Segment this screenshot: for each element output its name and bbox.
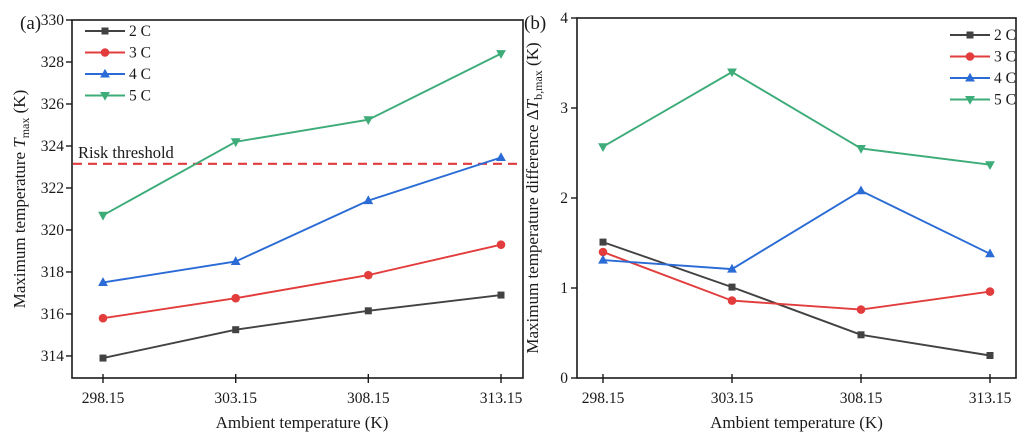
y-tick-label: 322 [41, 180, 64, 197]
series-line-2-c [102, 294, 502, 359]
series-marker [496, 240, 506, 249]
series-marker [856, 185, 866, 195]
series-marker [728, 283, 736, 291]
series-marker [230, 138, 241, 148]
y-axis-title: Maximum temperature Tmax (K) [10, 90, 32, 309]
triangle-down-icon [100, 92, 110, 101]
legend-label: 2 C [129, 23, 151, 40]
series-marker [727, 68, 737, 78]
series-marker [727, 296, 737, 305]
panel-b: 0 1 2 3 4 298.15 303.15 308.15 313.15 Ambient tem… [523, 10, 1017, 432]
x-axis-title: Ambient temperature (K) [216, 413, 389, 432]
y-axis-title: Maximum temperature difference ΔTb,max (… [523, 42, 545, 353]
risk-threshold-label: Risk threshold [78, 143, 175, 162]
x-axis-title: Ambient temperature (K) [710, 413, 883, 432]
x-tick-label: 308.15 [840, 390, 883, 407]
series-marker [496, 50, 506, 59]
legend-label: 3 C [994, 49, 1016, 66]
series-marker [857, 331, 865, 339]
series-marker [98, 211, 108, 221]
x-tick-label: 303.15 [711, 390, 754, 407]
legend-item: 3 C [950, 49, 1016, 66]
series-marker [364, 270, 373, 280]
y-tick-label: 320 [41, 222, 65, 239]
square-icon [101, 27, 109, 35]
legend-item: 4 C [950, 70, 1016, 87]
x-tick-label: 308.15 [347, 390, 390, 407]
legend-item: 5 C [85, 88, 151, 105]
legend-item: 4 C [85, 66, 151, 83]
series-marker [364, 307, 372, 315]
series-marker [856, 145, 866, 154]
legend-label: 5 C [994, 92, 1016, 109]
series-marker [986, 352, 994, 359]
series-marker [856, 305, 866, 314]
legend-item: 2 C [85, 23, 151, 40]
triangle-up-icon [965, 72, 975, 82]
series-marker [598, 143, 608, 152]
series-marker [363, 116, 374, 126]
legend-label: 5 C [129, 88, 151, 105]
series-line-5-c [602, 70, 991, 166]
legend-item: 3 C [85, 45, 151, 62]
y-tick-label: 324 [41, 138, 65, 155]
series-line-3-c [102, 243, 502, 320]
series-line-4-c [602, 189, 991, 271]
legend-label: 4 C [994, 70, 1016, 87]
series-line-3-c [602, 251, 991, 311]
plot-frame [71, 19, 524, 379]
series-marker [985, 287, 995, 296]
x-tick-label: 313.15 [969, 390, 1012, 407]
legend-label: 4 C [129, 66, 151, 83]
circle-icon [965, 52, 975, 61]
y-tick-label: 330 [41, 12, 65, 29]
series-marker [496, 152, 506, 162]
x-tick-label: 303.15 [214, 390, 257, 407]
series-marker [727, 263, 737, 273]
series-marker [598, 247, 608, 257]
series-marker [231, 293, 240, 303]
panel-label: (a) [20, 13, 41, 34]
y-tick-label: 318 [41, 264, 65, 281]
y-tick-label: 1 [560, 280, 568, 297]
series-marker [99, 354, 107, 362]
series-line-5-c [102, 52, 502, 217]
series-marker [232, 326, 240, 334]
series-marker [98, 277, 108, 286]
y-tick-label: 316 [41, 306, 65, 323]
series-marker [985, 161, 995, 170]
series-marker [363, 195, 374, 205]
square-icon [966, 31, 974, 39]
y-tick-label: 2 [560, 190, 568, 207]
legend-item: 5 C [950, 92, 1016, 109]
y-tick-label: 314 [41, 348, 65, 365]
legend-item: 2 C [950, 27, 1016, 44]
y-tick-label: 328 [41, 54, 65, 71]
x-tick-label: 298.15 [582, 390, 625, 407]
plot-frame [576, 17, 1017, 379]
legend-label: 3 C [129, 45, 151, 62]
triangle-down-icon [965, 96, 975, 105]
triangle-up-icon [100, 68, 110, 78]
series-marker [98, 313, 108, 323]
series-marker [230, 256, 241, 265]
series-line-4-c [102, 156, 502, 284]
panel-a: 314 316 318 320 322 324 326 328 330 298.15 303.15 3… [10, 12, 524, 432]
series-marker [985, 248, 995, 258]
y-tick-label: 3 [560, 100, 568, 117]
y-tick-label: 4 [560, 10, 568, 27]
series-marker [497, 291, 505, 299]
x-tick-label: 313.15 [480, 390, 523, 407]
circle-icon [100, 48, 110, 57]
series-marker [598, 254, 608, 264]
x-tick-label: 298.15 [82, 390, 125, 407]
legend-label: 2 C [994, 27, 1016, 44]
y-tick-label: 326 [41, 96, 65, 113]
panel-label: (b) [524, 13, 546, 34]
series-marker [599, 238, 607, 246]
y-tick-label: 0 [560, 370, 568, 387]
